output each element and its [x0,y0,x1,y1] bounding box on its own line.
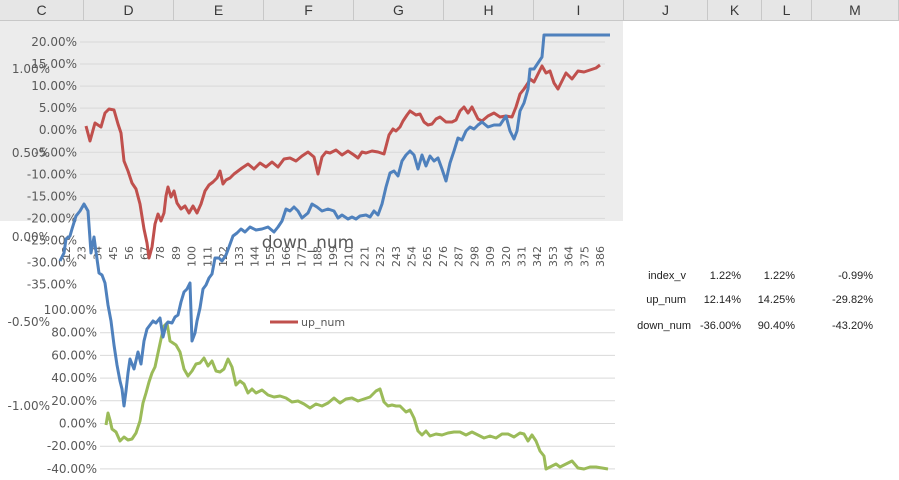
column-header-j[interactable]: J [624,0,708,20]
cell-l: 90.40% [757,320,795,332]
top-x-tick-label: 166 [280,246,293,267]
top-x-tick-label: 276 [437,246,450,267]
background-y-tick-label: 0.00% [12,230,50,244]
top-x-tick-label: 45 [107,246,120,260]
top-chart-series-red[interactable] [84,63,601,260]
top-x-tick-label: 188 [311,246,324,267]
top-chart-gridlines [80,41,605,219]
top-x-tick-label: 342 [531,246,544,267]
column-header-e[interactable]: E [174,0,264,20]
cell-k: 12.14% [703,294,741,306]
column-header-d[interactable]: D [84,0,174,20]
top-x-tick-label: 133 [233,246,246,267]
top-x-tick-label: 221 [358,246,371,267]
bottom-chart-y-axis: 100.00% 80.00% 60.00% 40.00% 20.00% 0.00% -20.… [44,303,97,476]
top-y-tick-label: -20.00% [27,211,77,225]
cell-l: 1.22% [763,270,795,282]
top-x-tick-label: 287 [453,246,466,267]
top-chart-series-blue[interactable] [58,33,610,408]
top-x-tick-label: 144 [248,246,261,267]
column-header-m[interactable]: M [812,0,899,20]
top-y-tick-label: 5.00% [39,101,77,115]
top-y-tick-label: -10.00% [27,167,77,181]
background-y-tick-label: -1.00% [8,399,50,413]
background-y-tick-label: 0.50% [12,146,50,160]
cell-m: -29.82% [832,294,873,306]
background-y-tick-label: -0.50% [8,315,50,329]
bottom-chart-series-green[interactable] [104,321,609,471]
cell-m: -0.99% [838,270,873,282]
top-x-tick-label: 331 [515,246,528,267]
top-chart-plot-background [0,21,623,221]
top-x-tick-label: 386 [594,246,607,267]
top-x-tick-label: 353 [547,246,560,267]
top-x-tick-label: 320 [500,246,513,267]
bottom-y-tick-label: -40.00% [47,462,97,475]
column-header-c[interactable]: C [0,0,84,20]
bottom-y-tick-label: 80.00% [51,326,97,340]
top-y-tick-label: -5.00% [35,145,77,159]
background-chart-y-axis: 1.00% 0.50% 0.00% -0.50% -1.00% [8,62,50,413]
row-label: down_num [637,320,691,332]
top-x-tick-label: 265 [421,246,434,267]
bottom-y-tick-label: 60.00% [51,348,97,362]
legend-label-up-num: up_num [301,316,345,329]
top-chart-x-axis: 12 23 34 45 56 67 78 89 100 111 122 133 144 155 166 177… [60,246,607,267]
top-x-tick-label: 199 [327,246,340,267]
top-y-tick-label: -15.00% [27,189,77,203]
column-header-g[interactable]: G [354,0,444,20]
top-x-tick-label: 155 [264,246,277,267]
chart-title-down-num: down_num [262,233,354,253]
top-x-tick-label: 111 [201,246,214,267]
cell-k: -36.00% [700,320,741,332]
bottom-y-tick-label: 20.00% [51,394,97,408]
bottom-y-tick-label: 40.00% [51,371,97,385]
top-x-tick-label: 100 [186,246,199,267]
cell-l: 14.25% [757,294,795,306]
column-header-f[interactable]: F [264,0,354,20]
top-x-tick-label: 177 [296,246,309,267]
top-x-tick-label: 243 [390,246,403,267]
bottom-y-tick-label: 100.00% [44,303,97,317]
selection-handle[interactable] [146,470,212,475]
top-y-tick-label: -35.00% [27,278,77,292]
cell-m: -43.20% [832,320,873,332]
top-y-tick-label: 0.00% [39,123,77,137]
row-label: index_v [648,270,686,282]
top-x-tick-label: 309 [484,246,497,267]
top-x-tick-label: 56 [123,246,136,260]
top-x-tick-label: 210 [343,246,356,267]
background-y-tick-label: 1.00% [12,62,50,76]
top-y-tick-label: 10.00% [31,79,77,93]
top-x-tick-label: 23 [76,246,89,260]
cell-k: 1.22% [709,270,741,282]
top-x-tick-label: 254 [406,246,419,267]
top-chart-y-axis: 20.00% 15.00% 10.00% 5.00% 0.00% -5.00% -10.00… [27,35,77,292]
top-x-tick-label: 298 [468,246,481,267]
row-label: up_num [646,294,686,306]
bottom-y-tick-label: 0.00% [59,417,97,431]
top-x-tick-label: 89 [170,246,183,260]
column-header-i[interactable]: I [534,0,624,20]
column-header-l[interactable]: L [762,0,812,20]
top-y-tick-label: -30.00% [27,256,77,270]
column-header-h[interactable]: H [444,0,534,20]
bottom-y-tick-label: -20.00% [47,439,97,453]
charts-svg[interactable]: 1.00% 0.50% 0.00% -0.50% -1.00% 20.00% 15.00%… [0,21,625,476]
chart-area[interactable]: 1.00% 0.50% 0.00% -0.50% -1.00% 20.00% 15.00%… [0,21,625,476]
top-x-tick-label: 375 [578,246,591,267]
top-x-tick-label: 78 [154,246,167,260]
top-x-tick-label: 232 [374,246,387,267]
top-x-tick-label: 364 [563,246,576,267]
top-y-tick-label: 20.00% [31,35,77,49]
column-header-k[interactable]: K [708,0,762,20]
top-y-tick-label: 15.00% [31,57,77,71]
